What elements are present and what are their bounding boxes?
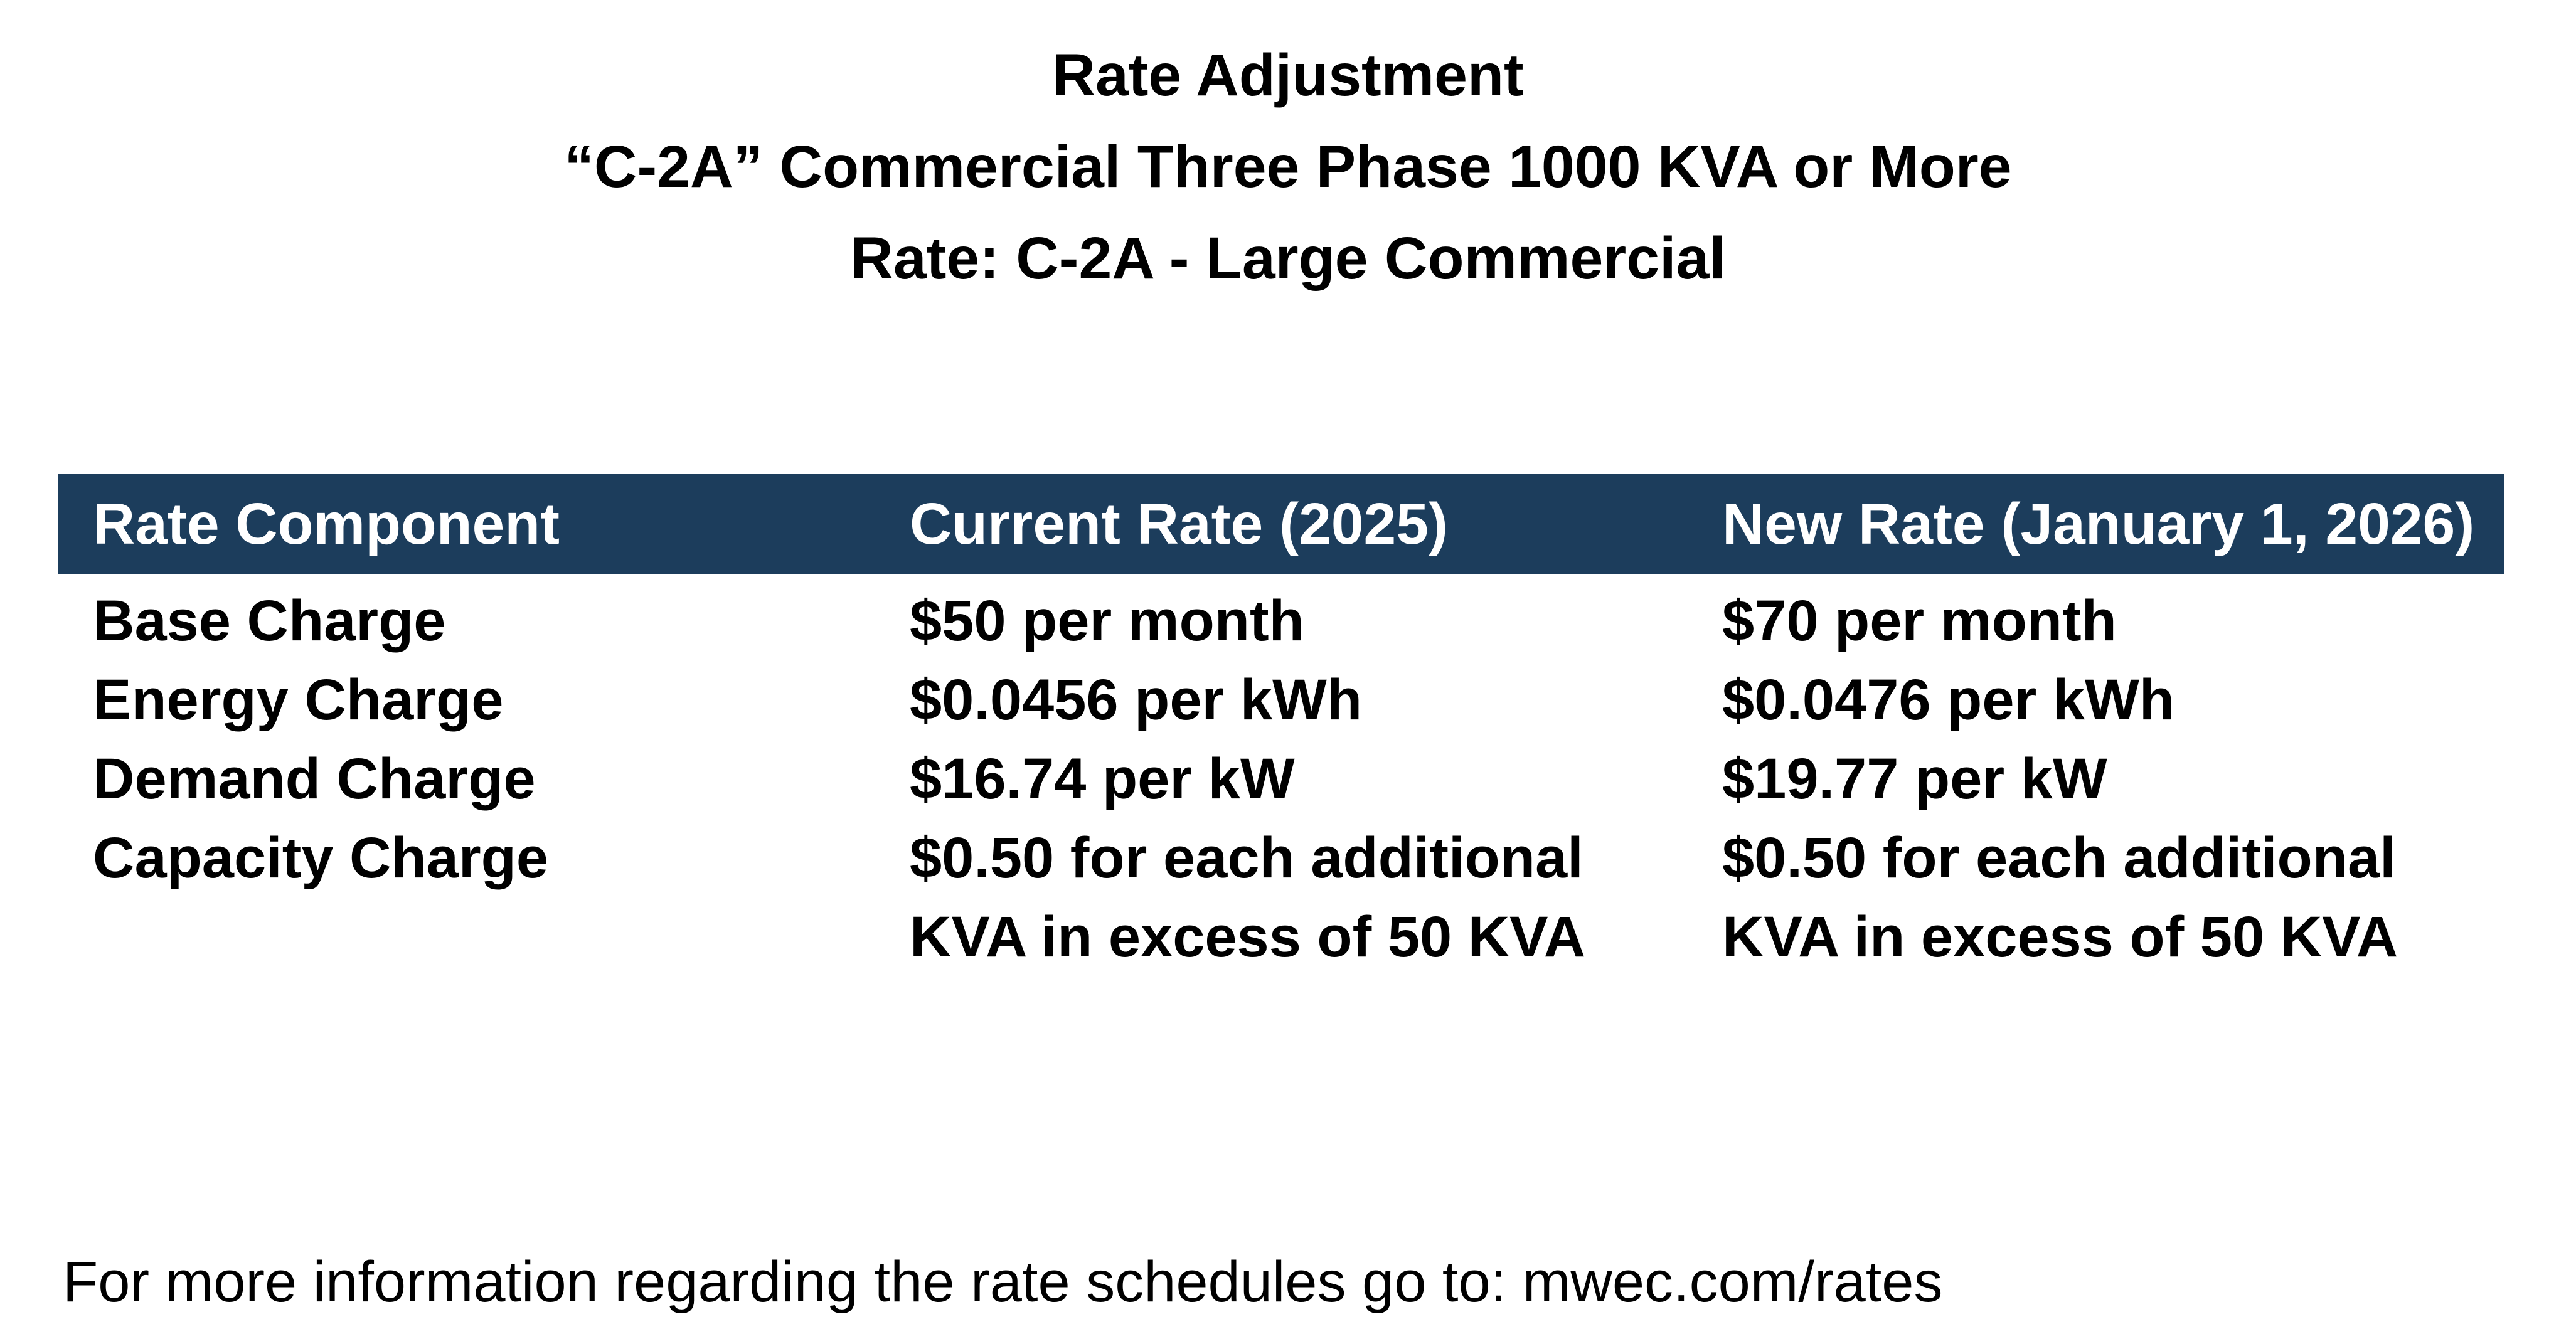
table-header-row: Rate Component Current Rate (2025) New R…	[58, 474, 2504, 574]
cell-new-rate: $70 per month	[1722, 589, 2117, 653]
rate-class-line: Rate: C-2A - Large Commercial	[850, 225, 1726, 292]
cell-component: Demand Charge	[93, 747, 536, 811]
cell-current-rate: $50 per month	[910, 589, 1304, 653]
table-row-energy-charge: Energy Charge $0.0456 per kWh $0.0476 pe…	[58, 660, 2504, 739]
cell-new-rate: $0.0476 per kWh	[1722, 668, 2175, 732]
cell-current-rate: $16.74 per kW	[910, 747, 1295, 811]
table-row-base-charge: Base Charge $50 per month $70 per month	[58, 581, 2504, 660]
rate-table: Rate Component Current Rate (2025) New R…	[58, 474, 2504, 976]
table-body: Base Charge $50 per month $70 per month …	[58, 581, 2504, 976]
page-title: Rate Adjustment	[1052, 42, 1524, 108]
cell-component: Base Charge	[93, 589, 446, 653]
header-current-rate: Current Rate (2025)	[910, 490, 1448, 556]
cell-new-rate: $19.77 per kW	[1722, 747, 2107, 811]
cell-new-rate: $0.50 for each additional KVA in excess …	[1722, 826, 2398, 969]
cell-component: Capacity Charge	[93, 826, 549, 890]
cell-current-rate: $0.50 for each additional KVA in excess …	[910, 826, 1586, 969]
header-new-rate: New Rate (January 1, 2026)	[1722, 490, 2475, 556]
table-row-demand-charge: Demand Charge $16.74 per kW $19.77 per k…	[58, 739, 2504, 818]
cell-current-rate: $0.0456 per kWh	[910, 668, 1363, 732]
page-subtitle: “C-2A” Commercial Three Phase 1000 KVA o…	[564, 134, 2012, 200]
header-rate-component: Rate Component	[93, 490, 560, 556]
cell-component: Energy Charge	[93, 668, 504, 732]
footer-info: For more information regarding the rate …	[63, 1250, 1943, 1314]
table-row-capacity-charge: Capacity Charge $0.50 for each additiona…	[58, 818, 2504, 976]
title-block: Rate Adjustment “C-2A” Commercial Three …	[0, 29, 2576, 304]
